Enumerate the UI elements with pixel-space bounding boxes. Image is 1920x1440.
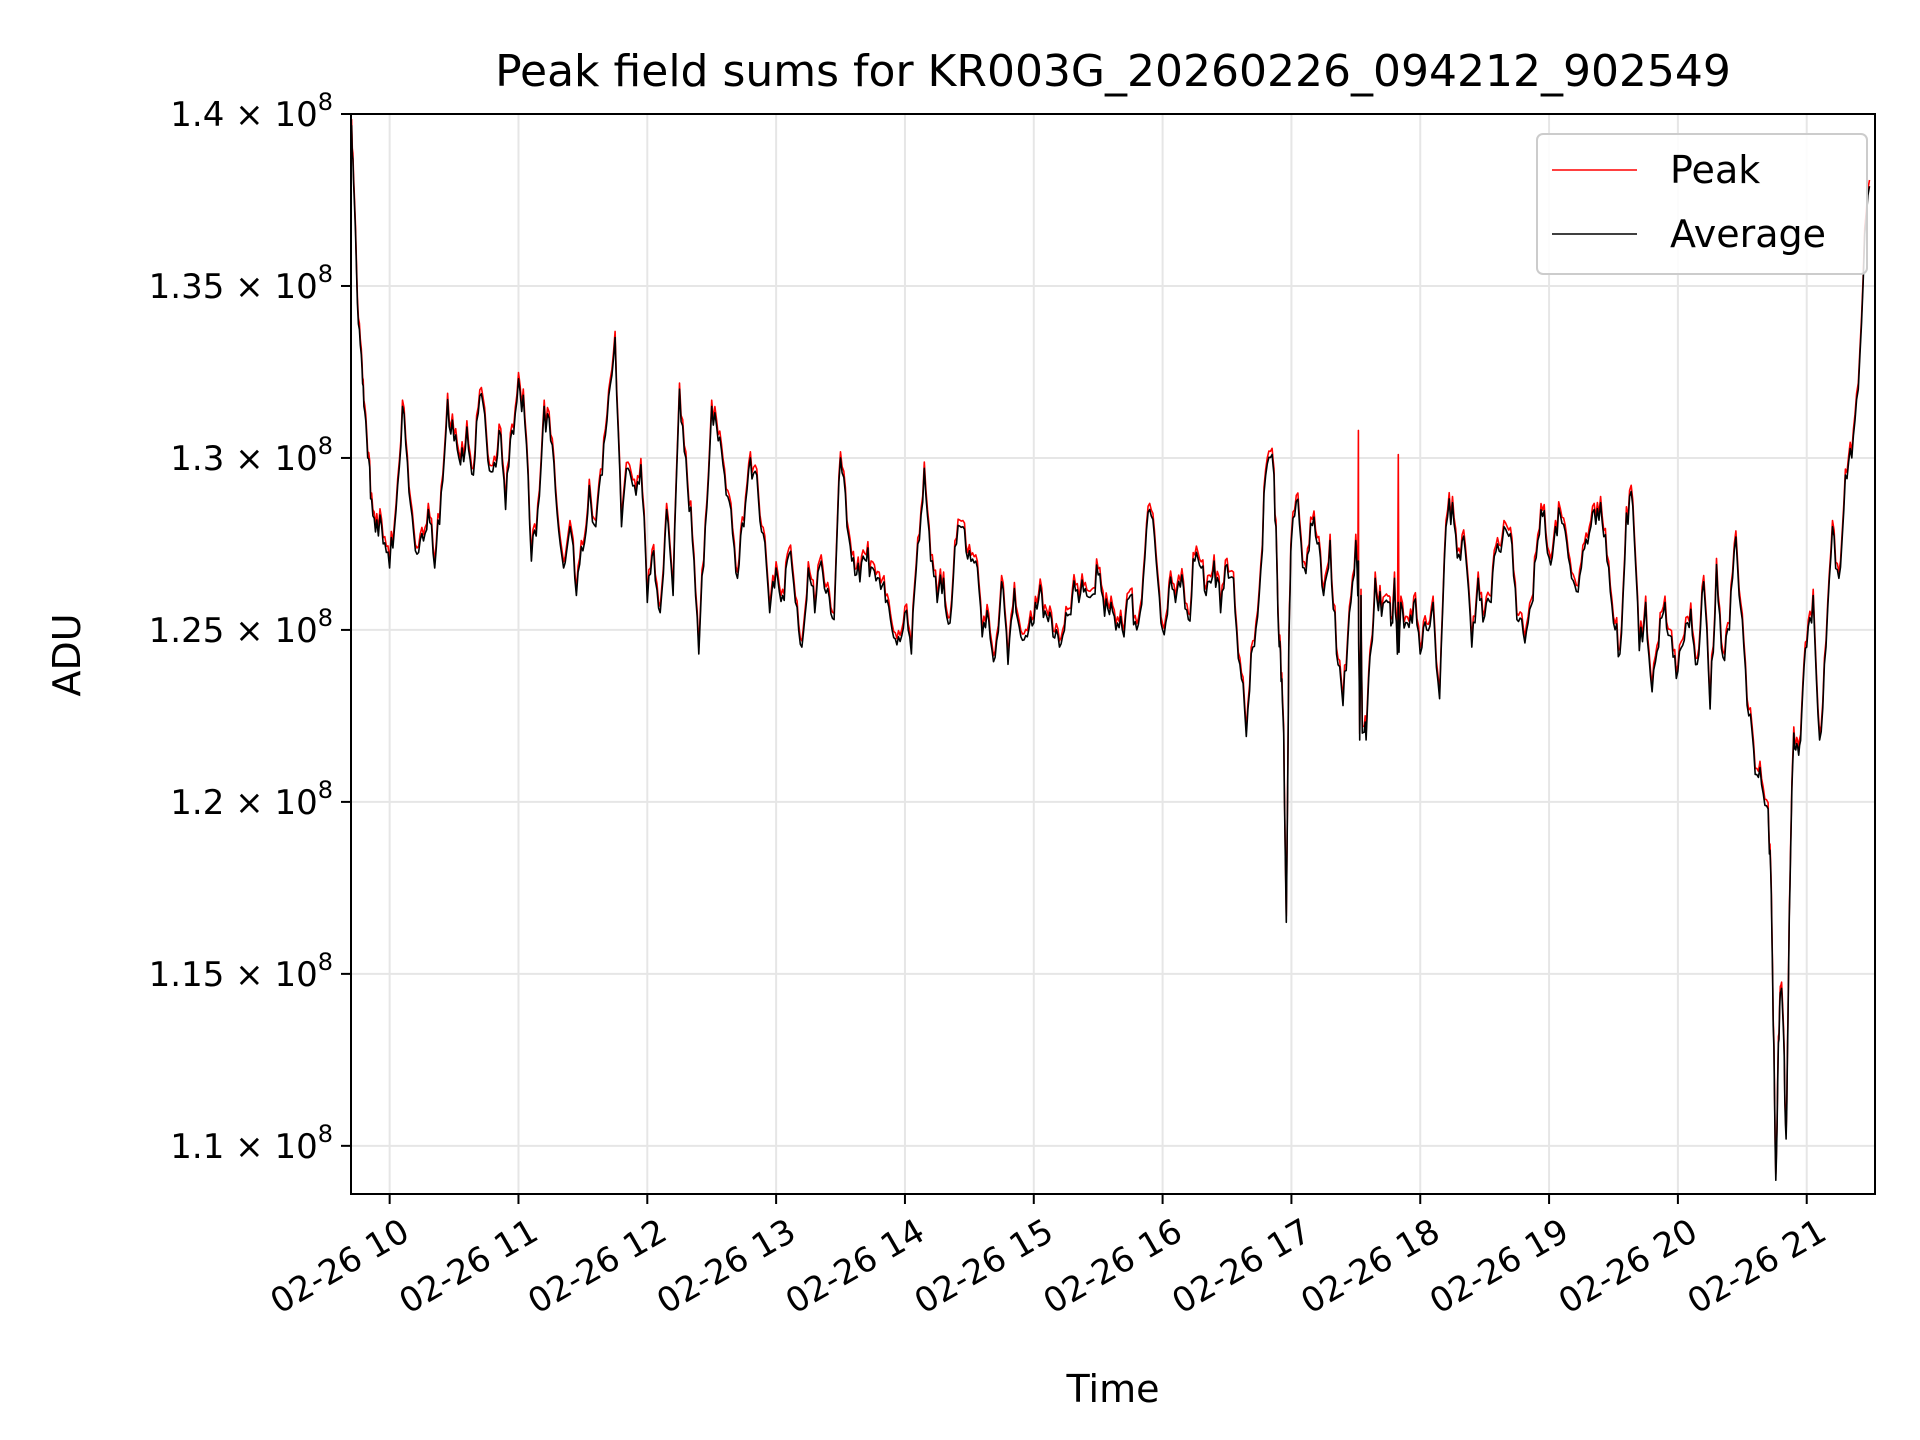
- legend-box: [1536, 133, 1868, 275]
- y-tick-label: 1.3 × 108: [170, 432, 333, 479]
- x-axis-label: Time: [1066, 1367, 1160, 1411]
- chart-title: Peak field sums for KR003G_20260226_0942…: [495, 46, 1731, 97]
- plot-area-frame: [350, 113, 1876, 1195]
- y-axis-ticks: 1.1 × 108 1.15 × 108 1.2 × 108 1.25 × 108 1.…: [149, 88, 351, 1167]
- y-tick-label: 1.2 × 108: [170, 776, 333, 823]
- y-axis-label: ADU: [45, 613, 89, 696]
- y-tick-label: 1.25 × 108: [149, 604, 333, 651]
- y-tick-label: 1.4 × 108: [170, 88, 333, 135]
- y-tick-label: 1.1 × 108: [170, 1120, 333, 1167]
- series-line-average: [350, 124, 1871, 1181]
- plot-series: [350, 118, 1871, 1181]
- y-tick-label: 1.15 × 108: [149, 948, 333, 995]
- legend-average-label: Average: [1670, 212, 1826, 256]
- legend: Peak Average: [1536, 133, 1868, 275]
- legend-peak-label: Peak: [1670, 148, 1760, 192]
- y-tick-label: 1.35 × 108: [149, 260, 333, 307]
